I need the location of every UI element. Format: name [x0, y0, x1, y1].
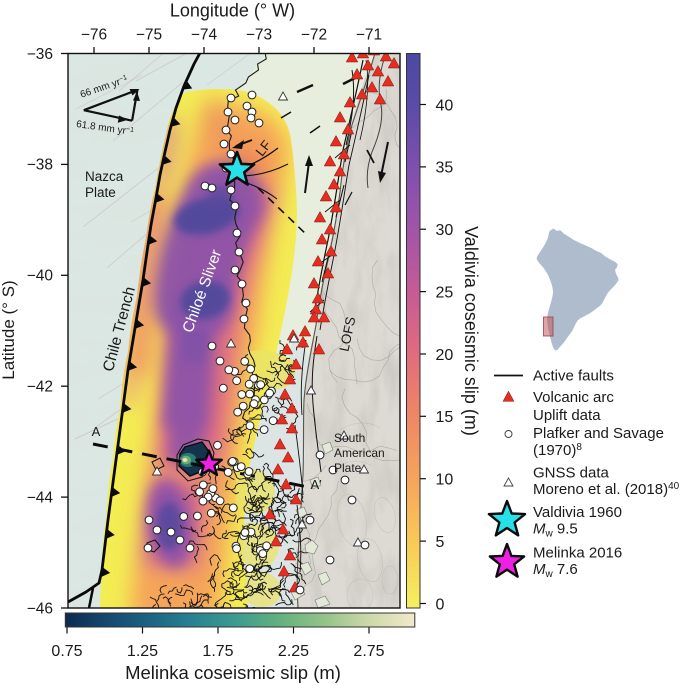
- svg-text:30: 30: [436, 222, 454, 239]
- svg-text:Mw 7.6: Mw 7.6: [533, 561, 578, 580]
- svg-text:20: 20: [436, 347, 454, 364]
- svg-text:Active faults: Active faults: [533, 368, 614, 385]
- svg-text:0.75: 0.75: [51, 643, 82, 660]
- svg-text:A′: A′: [310, 477, 322, 492]
- svg-text:Melinka coseismic slip (m): Melinka coseismic slip (m): [125, 662, 341, 683]
- svg-text:GNSS data: GNSS data: [533, 465, 610, 482]
- svg-text:1.25: 1.25: [127, 643, 158, 660]
- svg-text:−40: −40: [27, 268, 54, 285]
- svg-text:−74: −74: [191, 27, 218, 44]
- svg-text:−71: −71: [356, 27, 382, 44]
- svg-text:(1970)8: (1970)8: [533, 442, 582, 459]
- svg-text:−36: −36: [27, 46, 53, 63]
- svg-text:−46: −46: [27, 600, 53, 617]
- svg-text:−42: −42: [27, 379, 53, 396]
- svg-text:LOFS: LOFS: [336, 315, 358, 353]
- svg-text:A: A: [92, 424, 101, 439]
- svg-text:−75: −75: [136, 27, 162, 44]
- svg-text:American: American: [334, 446, 385, 460]
- svg-text:−76: −76: [81, 27, 107, 44]
- svg-text:2.75: 2.75: [353, 643, 384, 660]
- svg-text:Latitude (° S): Latitude (° S): [0, 280, 18, 379]
- svg-text:−38: −38: [27, 157, 53, 174]
- svg-text:Volcanic arc: Volcanic arc: [533, 389, 614, 406]
- svg-text:Uplift data: Uplift data: [533, 407, 601, 424]
- svg-text:South: South: [334, 431, 365, 445]
- svg-text:1.75: 1.75: [202, 643, 233, 660]
- svg-text:Mw 9.5: Mw 9.5: [533, 521, 578, 540]
- svg-text:Valdivia 1960: Valdivia 1960: [533, 504, 622, 521]
- svg-text:−72: −72: [301, 27, 327, 44]
- svg-text:10: 10: [436, 472, 454, 489]
- svg-text:Nazca: Nazca: [85, 169, 124, 184]
- svg-text:Plate: Plate: [334, 461, 362, 475]
- svg-text:25: 25: [436, 284, 454, 301]
- svg-text:−73: −73: [246, 27, 272, 44]
- svg-text:Valdivia coseismic slip (m): Valdivia coseismic slip (m): [461, 226, 481, 436]
- svg-text:35: 35: [436, 160, 454, 177]
- svg-text:15: 15: [436, 409, 454, 426]
- svg-text:40: 40: [436, 97, 454, 114]
- svg-text:Plate: Plate: [85, 185, 116, 200]
- svg-text:Longitude (° W): Longitude (° W): [170, 1, 295, 21]
- svg-text:Moreno et al. (2018)40: Moreno et al. (2018)40: [533, 481, 680, 498]
- svg-text:−44: −44: [27, 489, 54, 506]
- svg-text:Melinka 2016: Melinka 2016: [533, 545, 622, 562]
- svg-text:Plafker and Savage: Plafker and Savage: [533, 425, 664, 442]
- svg-text:5: 5: [436, 534, 445, 551]
- svg-text:0: 0: [436, 596, 445, 613]
- svg-text:2.25: 2.25: [278, 643, 309, 660]
